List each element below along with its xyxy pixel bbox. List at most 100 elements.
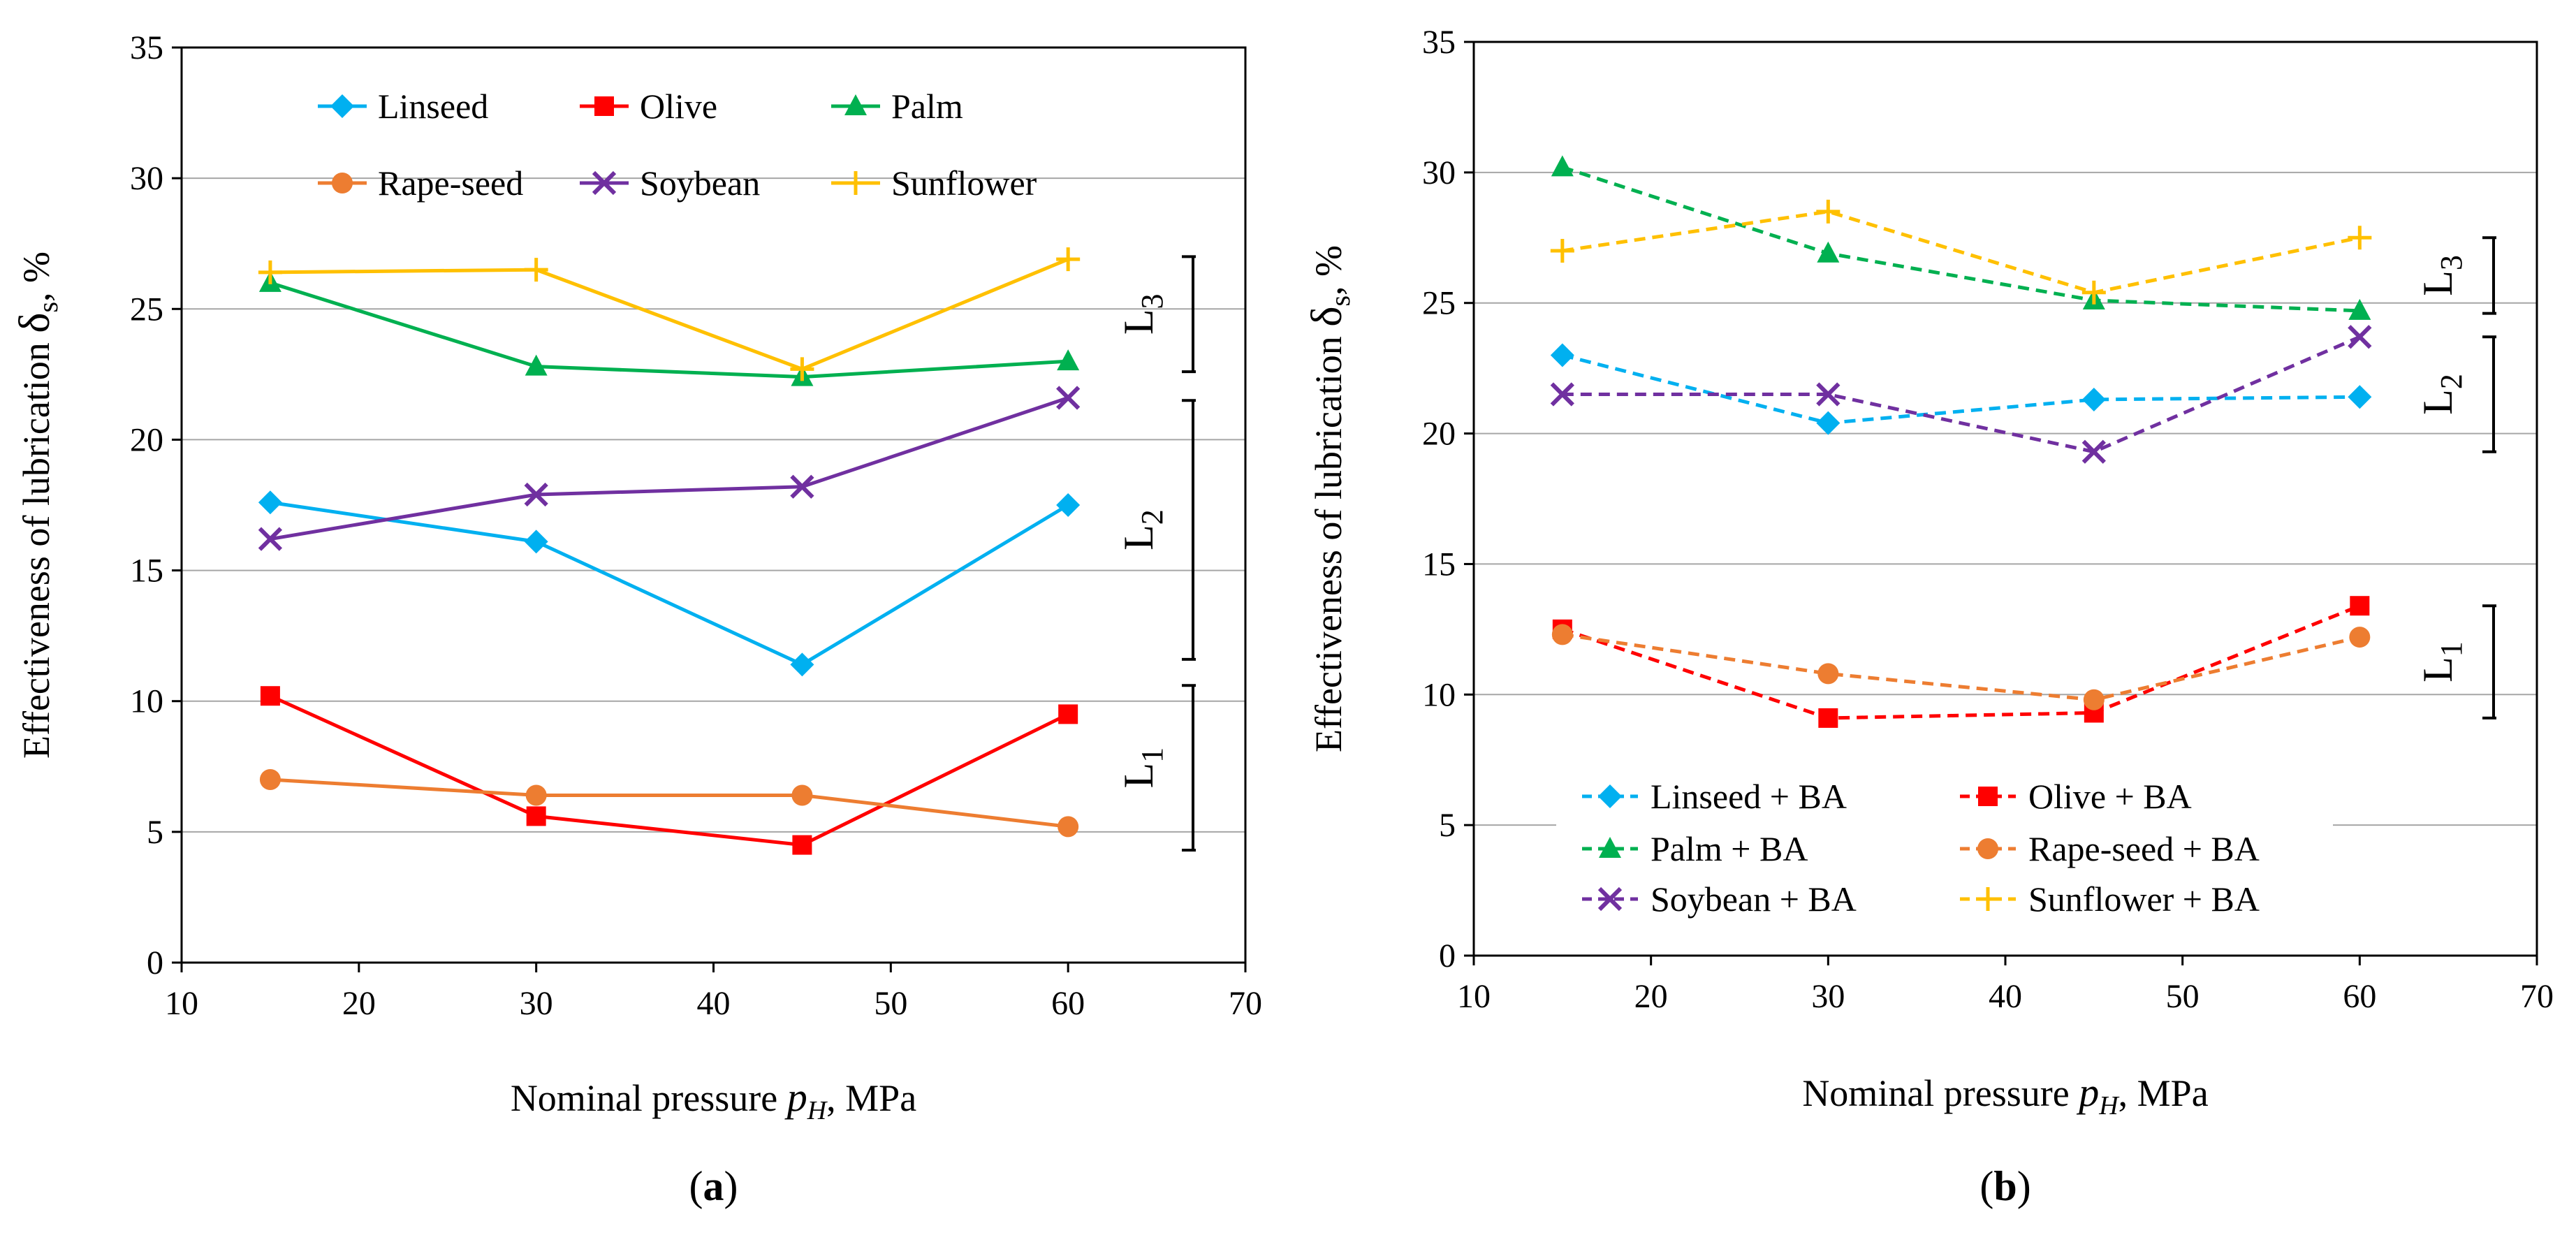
data-point xyxy=(525,784,547,806)
legend-marker xyxy=(330,94,354,118)
legend-background xyxy=(1556,767,2333,926)
y-tick-label: 0 xyxy=(1439,937,1456,974)
data-point xyxy=(526,806,546,826)
x-tick-label: 40 xyxy=(697,985,731,1022)
x-axis-title: Nominal pressure pH, MPa xyxy=(1802,1069,2208,1120)
legend-label: Linseed xyxy=(378,87,488,126)
legend-marker xyxy=(1978,787,1998,806)
legend-label: Rape-seed xyxy=(378,163,523,203)
series-sunflower-ba xyxy=(1550,199,2372,305)
data-point xyxy=(1056,247,1081,272)
data-point xyxy=(2348,226,2372,250)
panel-b: 0 5 10 15 20 25 30 35 10 20 30 40 50 60 70 Effectivenes… xyxy=(1303,24,2554,1209)
data-point xyxy=(258,260,282,284)
data-point xyxy=(1550,382,1574,407)
y-tick-label: 25 xyxy=(1422,285,1456,322)
region-bracket-l2: L2 xyxy=(1115,399,1196,661)
data-point xyxy=(1817,663,1839,685)
data-point xyxy=(1056,493,1081,517)
legend-item-linseed-ba: Linseed + BA xyxy=(1582,777,1847,816)
legend-item-rape-seed-ba: Rape-seed + BA xyxy=(1960,829,2260,868)
x-tick-label: 20 xyxy=(342,985,376,1022)
series-line xyxy=(1562,604,2361,720)
data-point xyxy=(791,784,813,806)
region-label: L2 xyxy=(1115,509,1169,550)
series-linseed-ba xyxy=(1550,343,2372,435)
legend-marker xyxy=(592,170,617,196)
data-point xyxy=(1818,708,1838,728)
legend-label: Soybean + BA xyxy=(1651,879,1857,919)
series-line xyxy=(270,500,1069,667)
y-tick-label: 10 xyxy=(1422,676,1456,713)
data-point xyxy=(2349,627,2371,648)
series-rape-seed xyxy=(259,769,1079,838)
x-tick-label: 20 xyxy=(1634,978,1668,1015)
legend-label: Olive + BA xyxy=(2028,777,2192,816)
region-label: L3 xyxy=(1115,293,1169,335)
legend-item-sunflower-ba: Sunflower + BA xyxy=(1960,879,2260,919)
data-point xyxy=(2348,325,2372,349)
legend: Linseed + BA Olive + BA Palm + BA Rape-seed… xyxy=(1556,767,2333,926)
data-point xyxy=(790,474,814,499)
y-tick-label: 15 xyxy=(130,553,163,590)
legend-item-soybean-ba: Soybean + BA xyxy=(1582,879,1857,919)
x-axis-title: Nominal pressure pH, MPa xyxy=(511,1074,916,1125)
legend-marker xyxy=(1977,838,1998,859)
y-tick-label: 30 xyxy=(130,160,163,197)
data-point xyxy=(2350,596,2370,616)
x-tick-label: 70 xyxy=(1229,985,1262,1022)
y-axis-title: Effectiveness of lubrication δs, % xyxy=(11,251,64,759)
data-point xyxy=(524,529,548,554)
legend-item-sunflower: Sunflower xyxy=(831,163,1037,203)
series-soybean-ba xyxy=(1550,325,2372,464)
region-bracket-l1: L1 xyxy=(2415,604,2496,720)
legend-label: Palm + BA xyxy=(1651,829,1808,868)
x-tick-label: 60 xyxy=(2343,978,2376,1015)
series-olive xyxy=(260,686,1078,855)
region-bracket-l3: L3 xyxy=(1115,255,1196,374)
series-line xyxy=(270,257,1069,372)
legend-marker xyxy=(1976,887,2000,911)
region-bracket-l3: L3 xyxy=(2415,236,2496,315)
legend-label: Soybean xyxy=(640,163,760,203)
legend-label: Rape-seed + BA xyxy=(2028,829,2260,868)
region-label: L2 xyxy=(2415,374,2468,415)
data-point xyxy=(790,652,814,677)
y-tick-label: 5 xyxy=(147,814,163,851)
panel-label: (b) xyxy=(1979,1163,2030,1209)
series-line xyxy=(1562,632,2360,702)
data-point xyxy=(1816,411,1840,435)
data-point xyxy=(2083,689,2105,710)
legend-item-olive-ba: Olive + BA xyxy=(1960,777,2192,816)
region-bracket-l2: L2 xyxy=(2415,335,2496,453)
series-line xyxy=(1562,210,2360,295)
y-tick-label: 35 xyxy=(130,29,163,66)
series-line xyxy=(270,281,1069,379)
data-point xyxy=(2348,298,2371,320)
series-line xyxy=(269,694,1069,847)
data-point xyxy=(259,769,281,790)
legend-label: Sunflower + BA xyxy=(2028,879,2260,919)
legend-marker xyxy=(1599,837,1621,858)
data-point xyxy=(524,482,548,507)
data-point xyxy=(1816,382,1840,407)
y-tick-label: 20 xyxy=(1422,416,1456,453)
series-line xyxy=(1562,166,2360,313)
legend-marker xyxy=(1598,784,1622,808)
x-tick-label: 50 xyxy=(874,985,907,1022)
x-tick-label: 50 xyxy=(2166,978,2200,1015)
data-point xyxy=(1550,343,1574,367)
legend-label: Sunflower xyxy=(891,163,1037,203)
legend-item-palm: Palm xyxy=(831,87,963,126)
data-point xyxy=(258,490,282,515)
data-point xyxy=(2081,439,2106,464)
data-point xyxy=(1057,349,1080,371)
data-point xyxy=(792,835,812,855)
panel-label: (a) xyxy=(689,1163,738,1209)
legend-label: Linseed + BA xyxy=(1651,777,1847,816)
legend-item-olive: Olive xyxy=(580,87,717,126)
series-line xyxy=(270,396,1069,541)
data-point xyxy=(1817,241,1840,263)
legend-item-linseed: Linseed xyxy=(318,87,488,126)
